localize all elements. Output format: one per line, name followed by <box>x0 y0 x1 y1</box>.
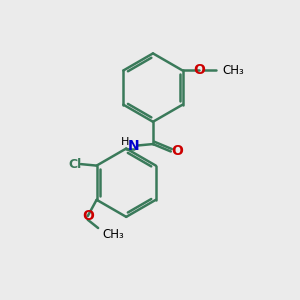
Text: O: O <box>82 209 94 223</box>
Text: O: O <box>171 145 183 158</box>
Text: N: N <box>128 139 140 152</box>
Text: CH₃: CH₃ <box>223 64 244 77</box>
Text: Cl: Cl <box>68 158 82 171</box>
Text: H: H <box>121 137 130 147</box>
Text: O: O <box>193 64 205 77</box>
Text: CH₃: CH₃ <box>103 228 124 241</box>
